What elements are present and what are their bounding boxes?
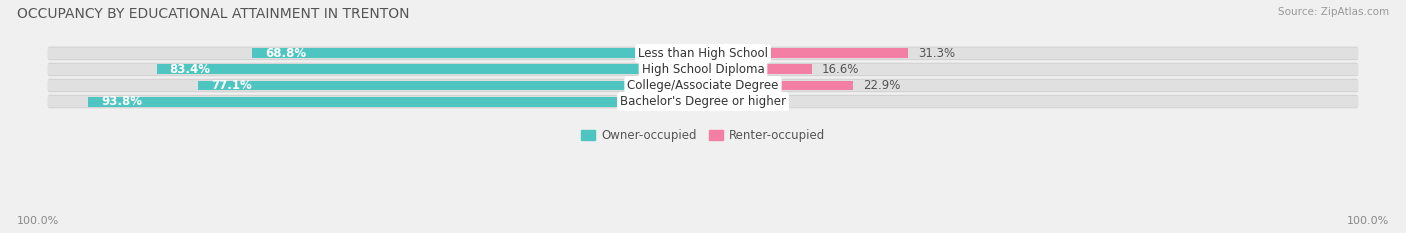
Text: 16.6%: 16.6% (821, 63, 859, 76)
FancyBboxPatch shape (48, 63, 703, 76)
FancyBboxPatch shape (703, 64, 1358, 75)
FancyBboxPatch shape (48, 80, 703, 91)
FancyBboxPatch shape (703, 79, 1358, 92)
FancyBboxPatch shape (48, 79, 703, 92)
Bar (703, 65, 811, 74)
Text: 83.4%: 83.4% (170, 63, 211, 76)
Text: 6.2%: 6.2% (754, 95, 783, 108)
Legend: Owner-occupied, Renter-occupied: Owner-occupied, Renter-occupied (581, 129, 825, 142)
Bar (156, 65, 703, 74)
FancyBboxPatch shape (48, 48, 703, 59)
Bar (89, 96, 703, 106)
Text: Less than High School: Less than High School (638, 47, 768, 60)
FancyBboxPatch shape (48, 95, 703, 108)
FancyBboxPatch shape (703, 95, 1358, 108)
FancyBboxPatch shape (703, 47, 1358, 60)
FancyBboxPatch shape (703, 80, 1358, 91)
Text: 31.3%: 31.3% (918, 47, 955, 60)
Bar (703, 48, 908, 58)
Text: 68.8%: 68.8% (266, 47, 307, 60)
Bar (703, 81, 853, 90)
Text: High School Diploma: High School Diploma (641, 63, 765, 76)
Text: College/Associate Degree: College/Associate Degree (627, 79, 779, 92)
FancyBboxPatch shape (703, 48, 1358, 59)
Text: 93.8%: 93.8% (101, 95, 142, 108)
Text: 100.0%: 100.0% (17, 216, 59, 226)
Bar (252, 48, 703, 58)
FancyBboxPatch shape (48, 96, 703, 107)
FancyBboxPatch shape (48, 64, 703, 75)
FancyBboxPatch shape (703, 63, 1358, 76)
Text: 22.9%: 22.9% (863, 79, 900, 92)
Text: 77.1%: 77.1% (211, 79, 252, 92)
Bar (198, 81, 703, 90)
FancyBboxPatch shape (703, 96, 1358, 107)
FancyBboxPatch shape (48, 47, 703, 60)
Bar (703, 96, 744, 106)
Text: Bachelor's Degree or higher: Bachelor's Degree or higher (620, 95, 786, 108)
Text: OCCUPANCY BY EDUCATIONAL ATTAINMENT IN TRENTON: OCCUPANCY BY EDUCATIONAL ATTAINMENT IN T… (17, 7, 409, 21)
Text: Source: ZipAtlas.com: Source: ZipAtlas.com (1278, 7, 1389, 17)
Text: 100.0%: 100.0% (1347, 216, 1389, 226)
